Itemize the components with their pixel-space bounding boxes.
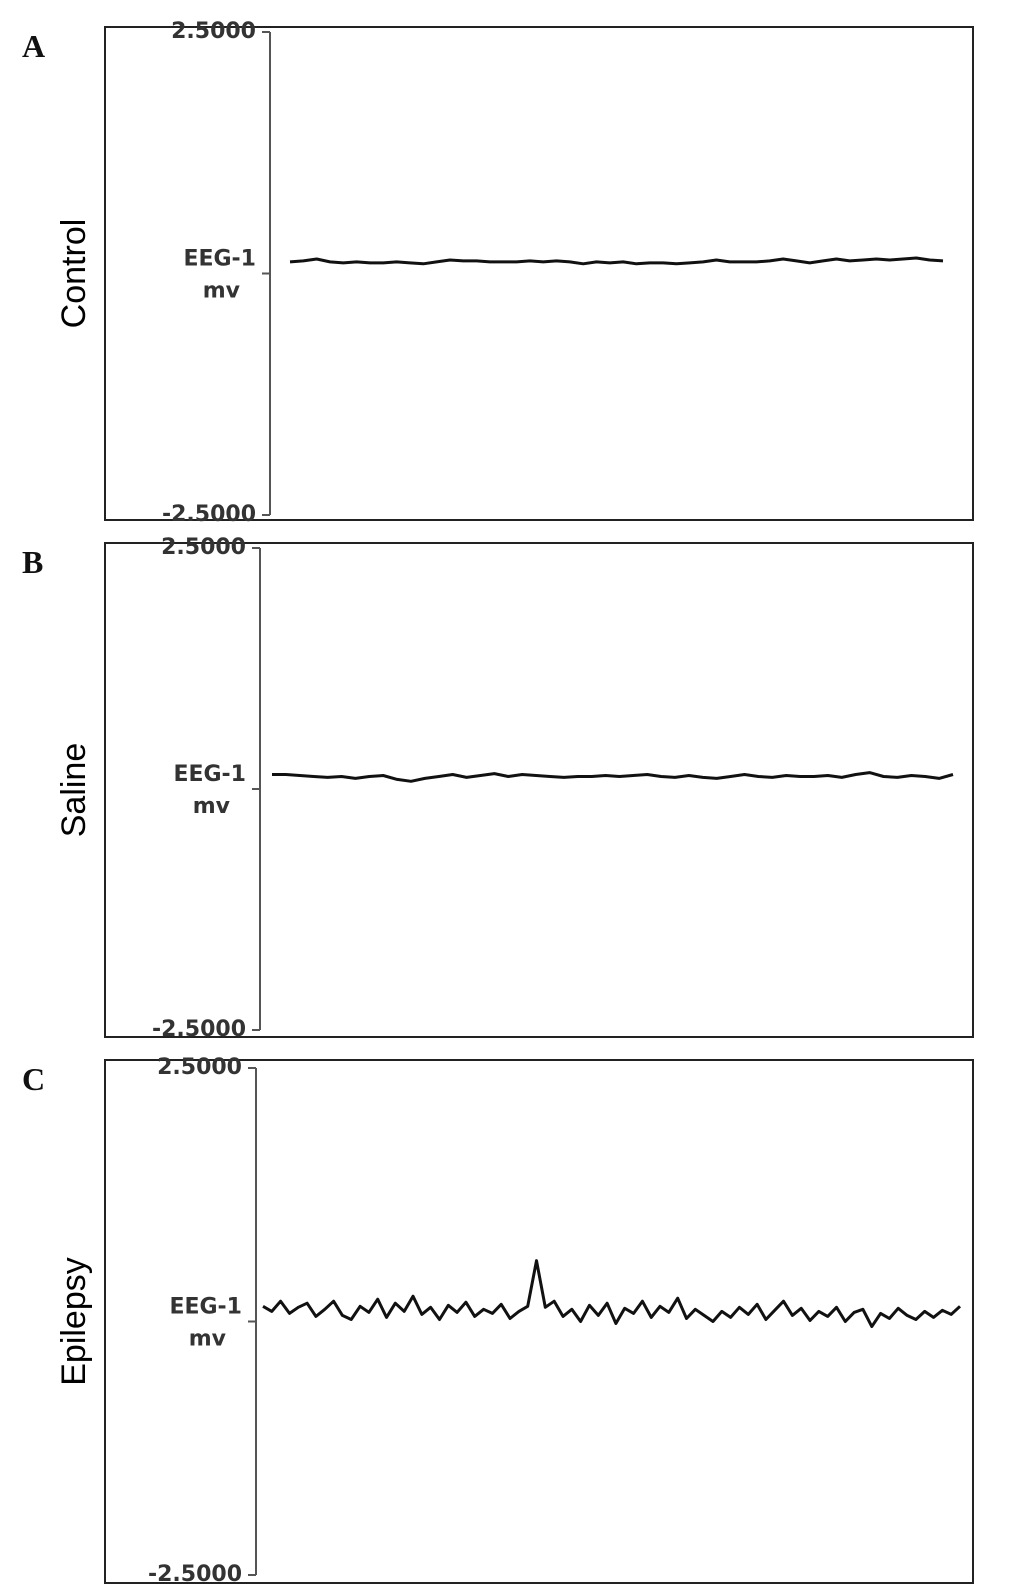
y-tick-label: 2.5000 xyxy=(171,19,256,44)
y-tick-label: -2.5000 xyxy=(162,502,256,527)
y-unit: mv xyxy=(203,279,241,304)
y-tick-label: -2.5000 xyxy=(148,1562,242,1587)
y-unit: mv xyxy=(189,1327,227,1352)
panel-letter: C xyxy=(22,1061,45,1097)
eeg-trace xyxy=(262,1259,962,1329)
y-tick-label: 2.5000 xyxy=(157,1055,242,1080)
panel-title: Saline xyxy=(55,743,93,838)
panel-frame xyxy=(104,542,974,1038)
panel-letter: A xyxy=(22,28,45,64)
panel-title: Control xyxy=(55,219,93,329)
y-tick-label: EEG-1 xyxy=(169,1295,242,1320)
y-unit: mv xyxy=(193,794,231,819)
y-tick-label: 2.5000 xyxy=(161,535,246,560)
y-tick-label: EEG-1 xyxy=(183,247,256,272)
y-tick-label: -2.5000 xyxy=(152,1017,246,1042)
panel-frame xyxy=(104,26,974,521)
y-tick-label: EEG-1 xyxy=(173,762,246,787)
panel-frame xyxy=(104,1059,974,1584)
eeg-trace xyxy=(272,771,954,783)
panel-letter: B xyxy=(22,544,43,580)
panel-title: Epilepsy xyxy=(55,1257,93,1386)
eeg-trace xyxy=(289,256,944,266)
